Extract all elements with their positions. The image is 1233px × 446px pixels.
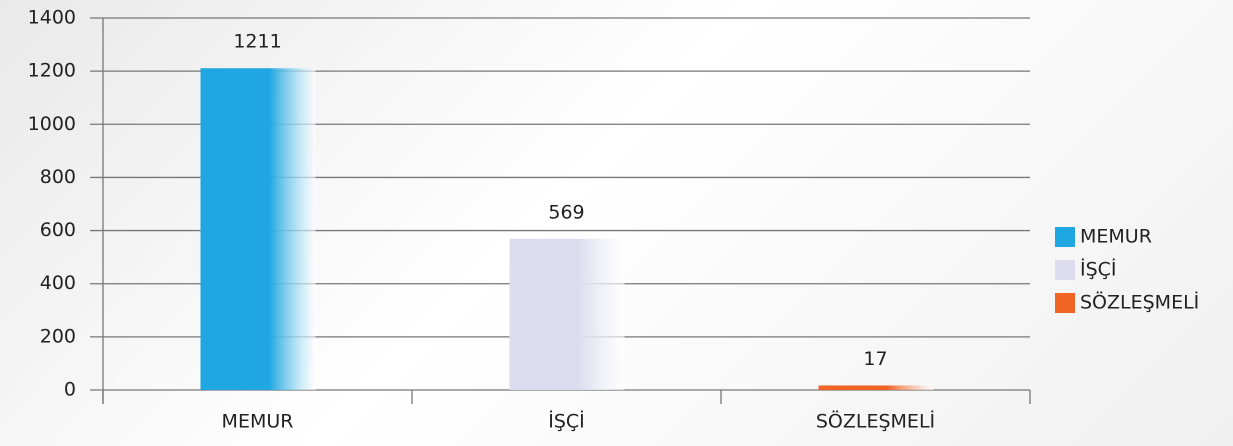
legend-swatch [1055, 260, 1075, 280]
y-tick-label: 0 [64, 379, 76, 401]
legend-swatch [1055, 227, 1075, 247]
x-tick-label: İŞÇİ [548, 410, 585, 433]
y-tick-label: 1400 [28, 7, 76, 29]
bar [818, 385, 934, 390]
legend-label: İŞÇİ [1080, 258, 1117, 281]
y-tick-label: 800 [40, 166, 76, 188]
x-tick-label: SÖZLEŞMELİ [816, 410, 935, 433]
legend-swatch [1055, 293, 1075, 313]
y-tick-label: 600 [40, 219, 76, 241]
legend-label: SÖZLEŞMELİ [1080, 291, 1199, 314]
bar [509, 238, 625, 390]
y-tick-label: 1000 [28, 113, 76, 135]
y-tick-label: 1200 [28, 60, 76, 82]
x-tick-label: MEMUR [222, 411, 294, 433]
legend-label: MEMUR [1080, 226, 1152, 248]
data-label: 569 [548, 201, 584, 223]
data-label: 1211 [233, 31, 281, 53]
y-tick-label: 400 [40, 272, 76, 294]
data-label: 17 [863, 348, 887, 370]
bar [200, 68, 316, 390]
y-tick-label: 200 [40, 325, 76, 347]
